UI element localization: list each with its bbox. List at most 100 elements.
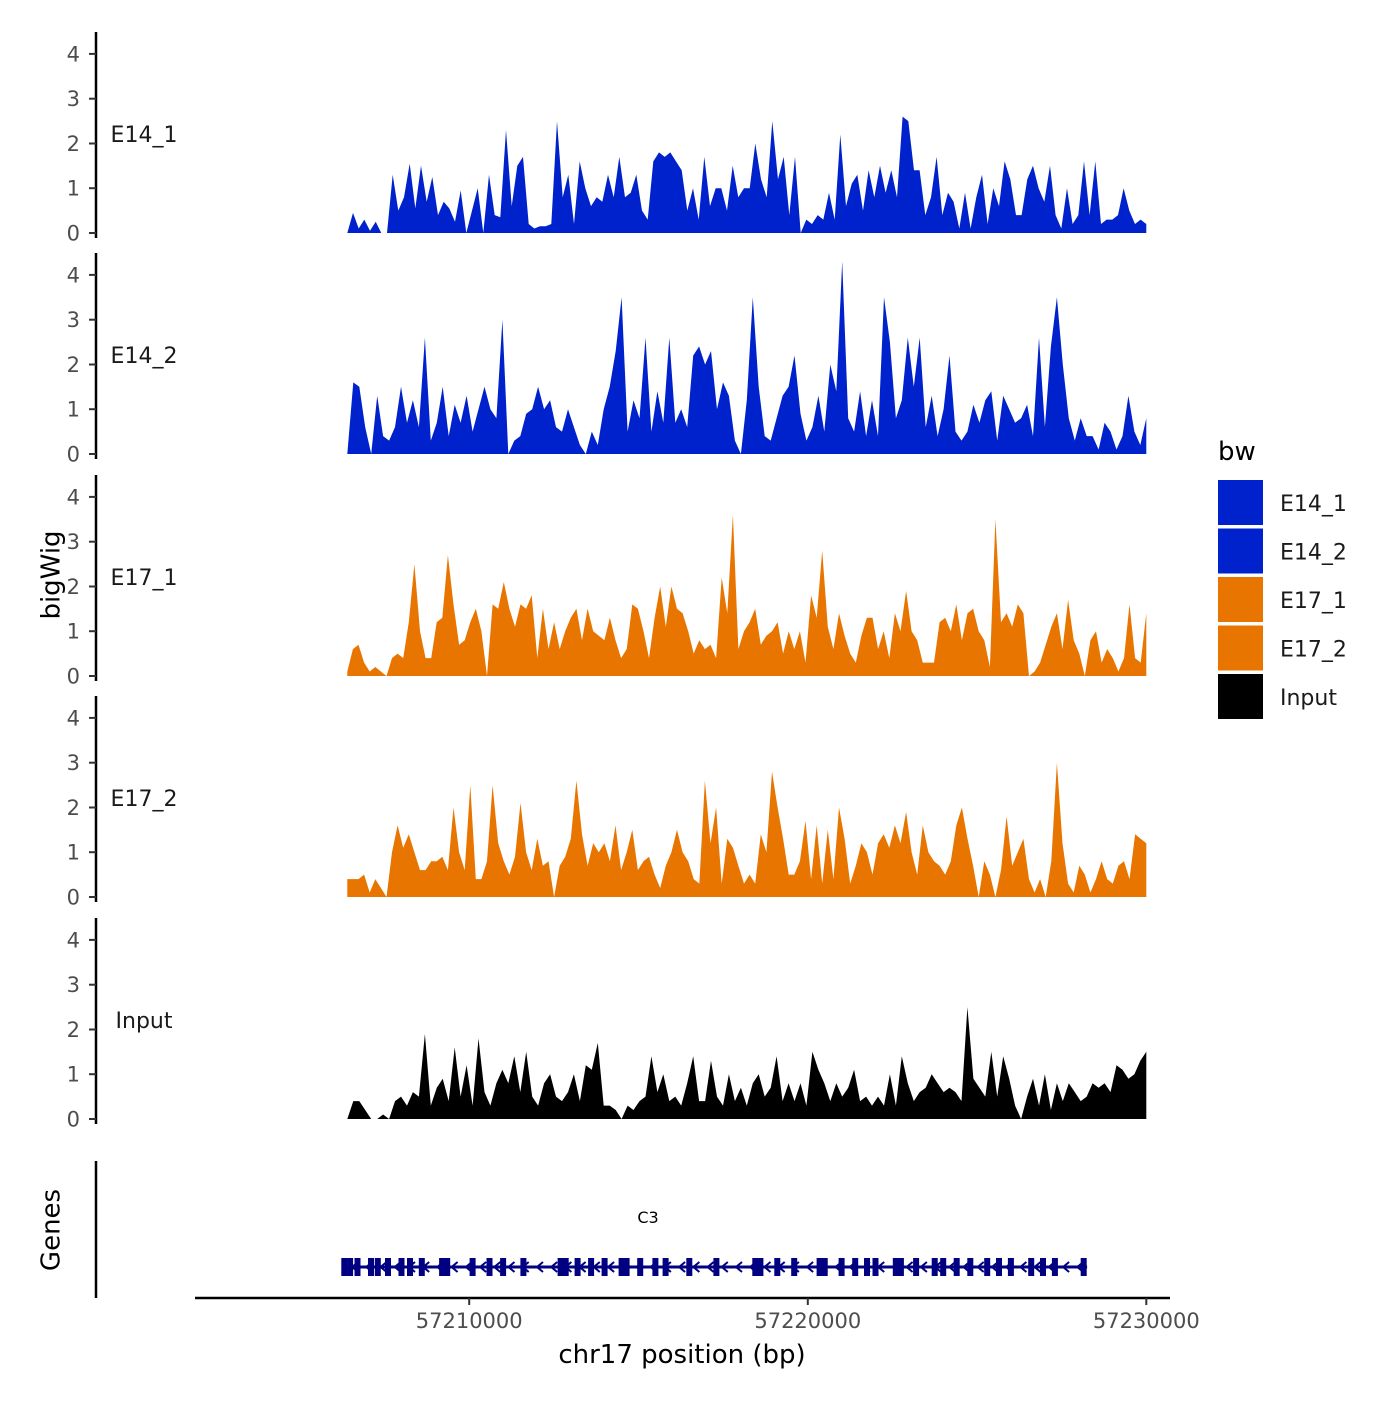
y-tick-label: 1 <box>67 398 80 422</box>
legend-swatch-e17-2 <box>1218 625 1263 671</box>
exon-block <box>557 1258 564 1276</box>
exon-block <box>940 1258 947 1276</box>
exon-block <box>385 1258 391 1276</box>
exon-block <box>374 1258 381 1276</box>
exon-block <box>652 1258 659 1276</box>
exon-block <box>623 1258 630 1276</box>
exon-block <box>713 1258 720 1276</box>
y-tick-label: 0 <box>67 665 80 689</box>
track-e17-2: 0 1 2 3 4 E17_2 <box>67 696 1147 910</box>
signal-area-input <box>347 1007 1147 1119</box>
strand-arrow <box>450 1261 459 1273</box>
legend-swatch-e17-1 <box>1218 577 1263 622</box>
legend-item-input: Input <box>1218 674 1337 719</box>
legend-label-e14-1: E14_1 <box>1280 492 1347 517</box>
exon-block <box>1040 1258 1046 1276</box>
gene-model <box>341 1258 1088 1276</box>
legend-item-e14-2: E14_2 <box>1218 528 1347 574</box>
track-e17-1: 0 1 2 3 4 E17_1 <box>67 475 1147 689</box>
signal-area-e17-1 <box>347 514 1147 676</box>
exon-block <box>444 1258 451 1276</box>
strand-arrow <box>805 1261 814 1273</box>
track-label-e17-1: E17_1 <box>111 566 178 591</box>
y-tick-label: 2 <box>67 132 80 156</box>
y-tick-label: 4 <box>67 928 80 952</box>
legend-label-input: Input <box>1280 686 1337 711</box>
x-tick-label: 57210000 <box>416 1309 523 1333</box>
track-e14-2: 0 1 2 3 4 E14_2 <box>67 253 1147 467</box>
strand-arrow <box>720 1261 729 1273</box>
exon-block <box>892 1258 899 1276</box>
track-e14-1: 0 1 2 3 4 E14_1 <box>67 32 1147 246</box>
y-tick-label: 1 <box>67 620 80 644</box>
exon-block <box>341 1258 348 1276</box>
signal-area-e17-2 <box>347 762 1147 897</box>
track-input: 0 1 2 3 4 Input <box>67 918 1147 1132</box>
exon-block <box>520 1258 527 1276</box>
exon-block <box>1028 1258 1035 1276</box>
y-tick-label: 1 <box>67 841 80 865</box>
strand-arrow <box>691 1261 701 1273</box>
exon-block <box>662 1258 669 1276</box>
y-tick-label: 3 <box>67 530 80 554</box>
y-tick-label: 0 <box>67 886 80 910</box>
y-tick-label: 4 <box>67 706 80 730</box>
legend-swatch-e14-1 <box>1218 480 1263 525</box>
exon-block <box>897 1258 904 1276</box>
legend-item-e17-1: E17_1 <box>1218 577 1347 622</box>
strand-arrow <box>919 1261 928 1273</box>
exon-block <box>637 1258 644 1276</box>
exon-block <box>984 1258 991 1276</box>
gene-name-label: C3 <box>637 1208 658 1227</box>
exon-block <box>418 1258 425 1276</box>
exon-block <box>1007 1258 1014 1276</box>
legend-items: E14_1 E14_2 E17_1 E17_2 Input <box>1218 480 1347 719</box>
strand-arrow <box>677 1261 686 1273</box>
y-tick-label: 4 <box>67 485 80 509</box>
x-tick-label: 57230000 <box>1093 1309 1200 1333</box>
exon-block <box>852 1258 859 1276</box>
x-axis-title: chr17 position (bp) <box>558 1340 805 1370</box>
exon-block <box>774 1258 781 1276</box>
exon-block <box>872 1258 879 1276</box>
x-tick-label: 57220000 <box>754 1309 861 1333</box>
exon-block <box>486 1258 493 1276</box>
y-tick-label: 0 <box>67 443 80 467</box>
strand-arrow <box>762 1261 772 1273</box>
legend-label-e14-2: E14_2 <box>1280 541 1347 566</box>
exon-block <box>368 1258 374 1276</box>
exon-block <box>752 1258 759 1276</box>
gene-track-panel: Genes C3 <box>37 1161 1088 1298</box>
exon-block <box>562 1258 569 1276</box>
strand-arrow <box>535 1261 544 1273</box>
exon-block <box>821 1258 828 1276</box>
y-tick-label: 2 <box>67 575 80 599</box>
y-tick-label: 3 <box>67 308 80 332</box>
exon-block <box>354 1258 361 1276</box>
strand-arrow <box>976 1261 985 1273</box>
track-label-e14-2: E14_2 <box>111 344 178 369</box>
legend: bw E14_1 E14_2 E17_1 E17_2 Input <box>1218 437 1347 719</box>
strand-arrow <box>706 1261 715 1273</box>
track-label-e17-2: E17_2 <box>111 787 178 812</box>
exon-block <box>398 1258 405 1276</box>
exon-block <box>439 1258 446 1276</box>
exon-block <box>1080 1258 1087 1276</box>
track-label-input: Input <box>116 1009 173 1034</box>
exon-block <box>588 1258 595 1276</box>
strand-arrow <box>905 1261 914 1273</box>
exon-block <box>574 1258 581 1276</box>
exon-block <box>967 1258 974 1276</box>
strand-arrow <box>606 1261 615 1273</box>
exon-block <box>686 1258 693 1276</box>
y-tick-label: 1 <box>67 1063 80 1087</box>
exon-block <box>996 1258 1002 1276</box>
exon-block <box>618 1258 625 1276</box>
signal-area-e14-1 <box>347 116 1147 233</box>
y-tick-label: 0 <box>67 222 80 246</box>
exon-block <box>500 1258 507 1276</box>
y-tick-label: 2 <box>67 796 80 820</box>
legend-swatch-input <box>1218 674 1263 719</box>
